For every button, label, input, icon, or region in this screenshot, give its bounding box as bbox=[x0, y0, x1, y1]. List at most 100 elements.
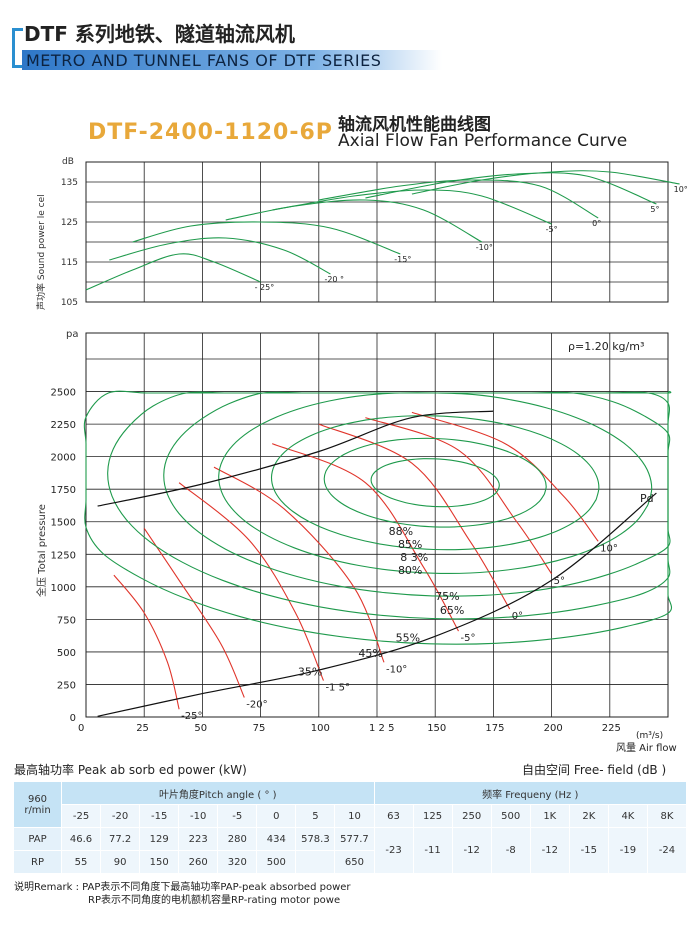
pitch-header: 叶片角度Pitch angle ( ° ) bbox=[61, 781, 375, 805]
performance-table: 960 r/min 叶片角度Pitch angle ( ° ) 频率 Frequ… bbox=[13, 781, 688, 874]
angle-curves bbox=[113, 411, 599, 710]
page-title: DTF 系列地铁、隧道轴流风机 bbox=[24, 22, 295, 46]
angle-label: -25° bbox=[181, 711, 202, 722]
angle-header: 5 bbox=[295, 804, 336, 828]
angle-curve bbox=[213, 466, 385, 663]
pap-label: PAP bbox=[13, 827, 62, 851]
pressure-x-tick: 1 2 5 bbox=[369, 723, 394, 734]
pressure-x-tick: 175 bbox=[485, 723, 504, 734]
pressure-y-tick: 750 bbox=[57, 615, 76, 626]
pressure-chart: -25° -20° -1 5° -10° -5° 0° 5° 10° 88%85%8 3%80%… bbox=[35, 329, 677, 754]
pap-value: 434 bbox=[256, 827, 297, 851]
angle-label: -10° bbox=[386, 664, 407, 675]
sound-grid bbox=[85, 161, 669, 303]
rp-label: RP bbox=[13, 850, 62, 874]
pressure-x-tick: 150 bbox=[427, 723, 446, 734]
efficiency-label: 75% bbox=[435, 590, 459, 603]
angle-label: 10° bbox=[600, 543, 618, 554]
pap-value: 578.3 bbox=[295, 827, 336, 851]
angle-header: -15 bbox=[139, 804, 180, 828]
page-subtitle: METRO AND TUNNEL FANS OF DTF SERIES bbox=[26, 51, 382, 70]
speed-cell: 960 r/min bbox=[13, 781, 62, 828]
boundary-curves bbox=[97, 410, 657, 717]
efficiency-contour bbox=[163, 391, 671, 597]
density-annotation: ρ=1.20 kg/m³ bbox=[568, 340, 644, 353]
sound-curve-label: 10° bbox=[674, 185, 688, 194]
sound-curve-label: 5° bbox=[650, 205, 659, 214]
curve-title-cn: 轴流风机性能曲线图 bbox=[338, 115, 491, 135]
curve-title-en: Axial Flow Fan Performance Curve bbox=[338, 131, 628, 151]
pd-curve bbox=[97, 492, 657, 717]
sound-curve bbox=[411, 170, 680, 195]
subtitle-band bbox=[22, 50, 442, 70]
sound-correction: -24 bbox=[646, 827, 688, 874]
freq-header-cell: 2K bbox=[568, 804, 609, 828]
pap-row: PAP 46.6 77.2 129 223 280 434 578.3 577.7 -23 -11… bbox=[13, 827, 688, 874]
sound-correction: -8 bbox=[490, 827, 531, 874]
pressure-y-tick: 500 bbox=[57, 648, 76, 659]
efficiency-contour bbox=[370, 458, 500, 508]
pressure-x-tick: 100 bbox=[311, 723, 330, 734]
rp-value: 650 bbox=[334, 850, 375, 874]
sound-curve-label: 0° bbox=[592, 219, 601, 228]
model-number: DTF-2400-1120-6P bbox=[88, 120, 333, 145]
sound-correction: -11 bbox=[412, 827, 453, 874]
sound-curve bbox=[109, 237, 331, 275]
angle-label: -5° bbox=[460, 633, 475, 644]
pressure-x-tick: 50 bbox=[194, 723, 207, 734]
peak-power-legend: 最高轴功率 Peak ab sorb ed power (kW) bbox=[14, 763, 247, 777]
efficiency-label: 65% bbox=[440, 604, 464, 617]
sound-curve bbox=[318, 179, 599, 219]
angle-header: -20 bbox=[100, 804, 141, 828]
pressure-y-tick: 0 bbox=[70, 713, 76, 724]
angle-curve bbox=[271, 443, 459, 632]
efficiency-label: 55% bbox=[396, 632, 420, 645]
sound-correction: -23 bbox=[373, 827, 414, 874]
sound-y-unit: dB bbox=[62, 157, 74, 167]
pressure-y-tick: 2250 bbox=[51, 420, 76, 431]
remark-line-1: 说明Remark : PAP表示不同角度下最高轴功率PAP-peak absor… bbox=[14, 882, 351, 893]
angle-header: -10 bbox=[178, 804, 219, 828]
pap-value: 129 bbox=[139, 827, 180, 851]
freq-header-cell: 8K bbox=[646, 804, 688, 828]
freq-header-cell: 1K bbox=[529, 804, 570, 828]
efficiency-label: 80% bbox=[398, 564, 422, 577]
rp-value: 55 bbox=[60, 850, 102, 874]
pressure-x-tick: 200 bbox=[544, 723, 563, 734]
sound-y-tick: 105 bbox=[61, 298, 78, 308]
freq-header-cell: 125 bbox=[412, 804, 453, 828]
pap-value: 77.2 bbox=[100, 827, 141, 851]
x-label: 风量 Air flow bbox=[616, 742, 677, 754]
pressure-labels: -25° -20° -1 5° -10° -5° 0° 5° 10° 88%85%8 3%80%… bbox=[181, 525, 618, 722]
angle-label: 5° bbox=[554, 576, 565, 587]
pressure-ticks: 0 250 500 750 1000 1250 1500 1750 2000 2250 2500 0 2… bbox=[51, 388, 621, 734]
rp-row: RP 55 90 150 260 320 500 650 bbox=[13, 850, 687, 874]
stall-line bbox=[97, 410, 494, 507]
sound-curve bbox=[225, 199, 483, 243]
sound-curve bbox=[365, 172, 657, 205]
angle-header: 0 bbox=[256, 804, 297, 828]
angle-header: 10 bbox=[334, 804, 375, 828]
pressure-y-tick: 2000 bbox=[51, 453, 76, 464]
pressure-y-tick: 2500 bbox=[51, 388, 76, 399]
pap-value: 280 bbox=[217, 827, 258, 851]
rp-value bbox=[295, 850, 336, 874]
pressure-x-tick: 25 bbox=[136, 723, 149, 734]
rp-value: 150 bbox=[139, 850, 180, 874]
pressure-y-tick: 1000 bbox=[51, 583, 76, 594]
sound-correction: -19 bbox=[607, 827, 648, 874]
sound-y-tick: 115 bbox=[61, 258, 78, 268]
pd-label: Pd bbox=[640, 492, 654, 505]
pressure-y-tick: 250 bbox=[57, 680, 76, 691]
freq-header-cell: 63 bbox=[373, 804, 414, 828]
angle-curve bbox=[411, 411, 599, 542]
sound-correction: -12 bbox=[451, 827, 492, 874]
angle-header: -25 bbox=[60, 804, 102, 828]
header-bracket bbox=[12, 28, 23, 68]
freq-header: 频率 Frequeny (Hz ) bbox=[373, 781, 687, 805]
sound-curve bbox=[132, 221, 401, 255]
angle-label: -20° bbox=[246, 699, 267, 710]
efficiency-contour bbox=[218, 392, 653, 574]
sound-correction: -15 bbox=[568, 827, 609, 874]
sound-curve-label: - 25° bbox=[255, 283, 275, 292]
